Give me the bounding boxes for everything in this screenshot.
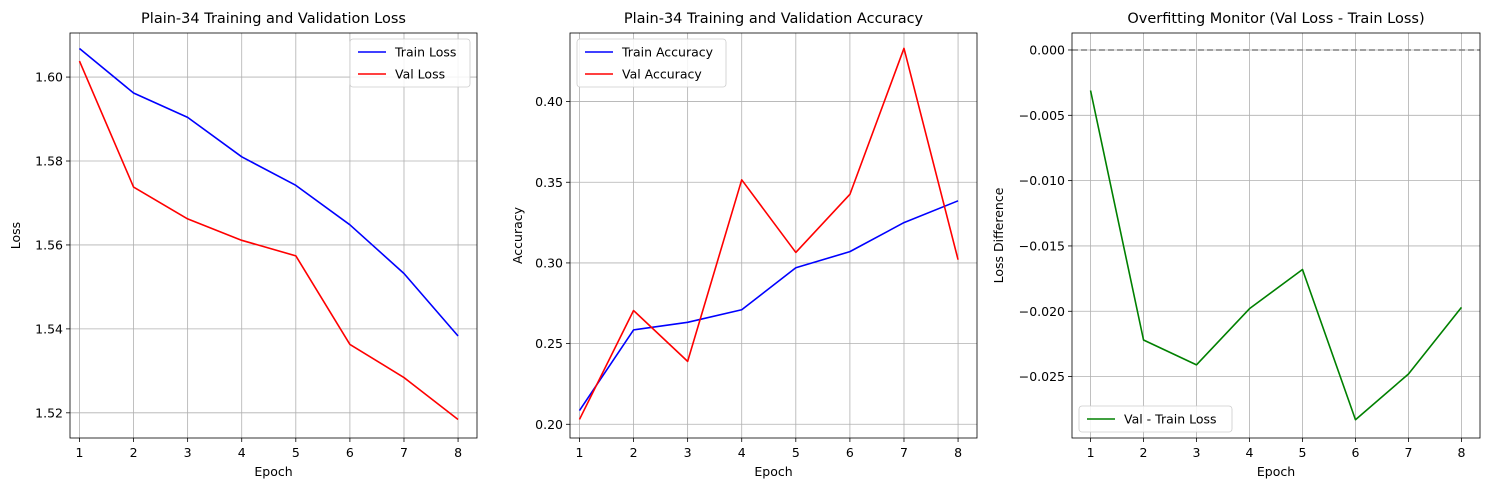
x-tick-label: 1 [575, 445, 583, 460]
x-tick-label: 4 [738, 445, 746, 460]
x-tick-label: 1 [75, 445, 83, 460]
x-axis-label: Epoch [254, 464, 292, 479]
x-axis-label: Epoch [1257, 464, 1295, 479]
axes-frame [569, 32, 978, 439]
x-tick-label: 2 [630, 445, 638, 460]
legend-label-1: Train Accuracy [621, 45, 714, 60]
series-line-1 [1089, 90, 1463, 421]
y-tick-label: −0.020 [1019, 304, 1065, 319]
x-tick-label: 8 [1457, 445, 1465, 460]
y-tick-label: 0.000 [1029, 42, 1065, 57]
x-tick-label: 7 [400, 445, 408, 460]
axes-frame [1071, 32, 1481, 439]
x-tick-label: 8 [954, 445, 962, 460]
x-tick-label: 3 [684, 445, 692, 460]
legend-box [576, 38, 727, 88]
legend-label-2: Val Loss [395, 67, 445, 82]
series-line-1 [78, 47, 459, 337]
x-tick-label: 6 [846, 445, 854, 460]
x-tick-label: 7 [1404, 445, 1412, 460]
y-tick-label: 0.25 [535, 336, 563, 351]
x-tick-label: 6 [346, 445, 354, 460]
y-axis-label: Loss Difference [991, 187, 1006, 283]
y-tick-label: −0.015 [1019, 238, 1065, 253]
x-tick-label: 5 [792, 445, 800, 460]
y-tick-label: −0.025 [1019, 369, 1065, 384]
legend-label-1: Val - Train Loss [1124, 412, 1217, 427]
x-tick-label: 5 [1299, 445, 1307, 460]
x-tick-label: 5 [292, 445, 300, 460]
y-tick-label: 0.40 [535, 94, 563, 109]
series-line-1 [578, 200, 959, 412]
y-tick-label: 1.52 [35, 405, 63, 420]
x-tick-label: 8 [454, 445, 462, 460]
axes-frame [69, 32, 478, 439]
y-axis-label: Loss [8, 222, 23, 249]
series-line-2 [578, 47, 959, 420]
chart-title: Plain-34 Training and Validation Accurac… [624, 11, 924, 27]
legend-label-2: Val Accuracy [622, 67, 702, 82]
x-tick-label: 4 [238, 445, 246, 460]
x-tick-label: 4 [1246, 445, 1254, 460]
y-tick-label: 1.56 [35, 237, 63, 252]
chart-title: Overfitting Monitor (Val Loss - Train Lo… [1127, 11, 1424, 27]
legend-box [349, 38, 471, 88]
legend-box [1078, 405, 1233, 433]
x-tick-label: 7 [900, 445, 908, 460]
x-tick-label: 6 [1352, 445, 1360, 460]
y-tick-label: 0.35 [535, 175, 563, 190]
x-tick-label: 3 [184, 445, 192, 460]
y-tick-label: 1.58 [35, 154, 63, 169]
y-tick-label: 1.60 [35, 70, 63, 85]
y-tick-label: 0.30 [535, 255, 563, 270]
y-tick-label: 1.54 [35, 321, 63, 336]
legend-label-1: Train Loss [394, 45, 456, 60]
series-line-2 [78, 60, 459, 421]
x-tick-label: 2 [1140, 445, 1148, 460]
y-tick-label: −0.005 [1019, 108, 1065, 123]
y-tick-label: −0.010 [1019, 173, 1065, 188]
x-tick-label: 2 [130, 445, 138, 460]
x-axis-label: Epoch [754, 464, 792, 479]
chart-title: Plain-34 Training and Validation Loss [141, 11, 406, 27]
y-axis-label: Accuracy [510, 206, 525, 264]
x-tick-label: 1 [1087, 445, 1095, 460]
x-tick-label: 3 [1193, 445, 1201, 460]
y-tick-label: 0.20 [535, 417, 563, 432]
